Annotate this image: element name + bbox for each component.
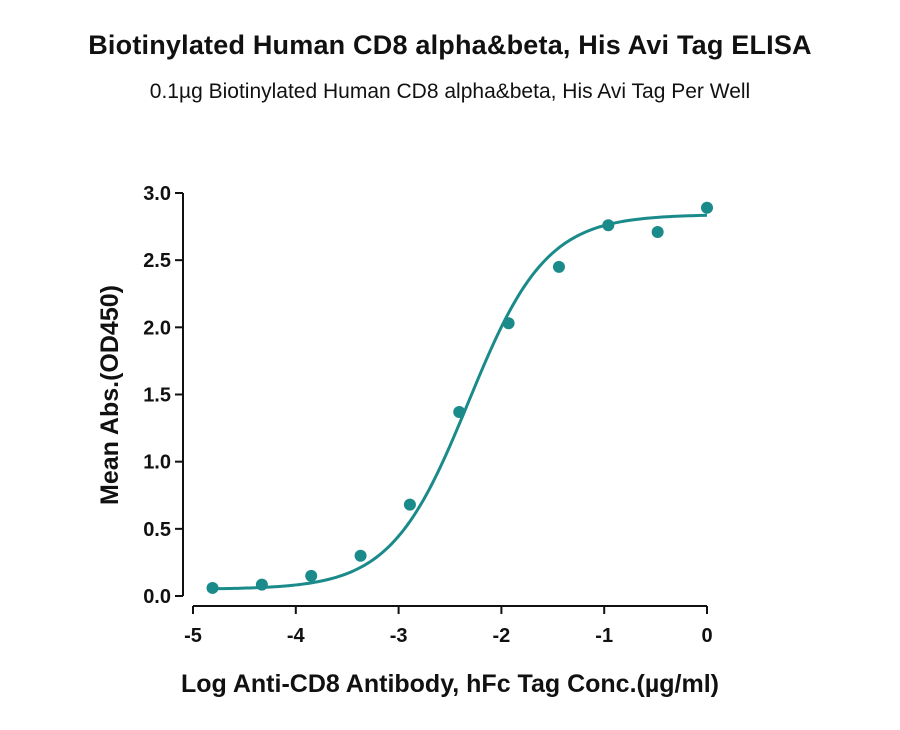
x-tick-label: -1: [595, 625, 613, 647]
data-point: [602, 219, 615, 232]
y-tick-label: 1.5: [143, 385, 171, 407]
y-tick-label: 0.0: [143, 586, 171, 608]
data-points: [206, 201, 713, 594]
data-point: [502, 317, 515, 330]
data-point: [453, 405, 466, 418]
chart-title: Biotinylated Human CD8 alpha&beta, His A…: [88, 30, 812, 60]
data-point: [651, 225, 664, 238]
y-tick-label: 2.5: [143, 250, 171, 272]
y-tick-label: 2.0: [143, 317, 171, 339]
y-tick-label: 1.0: [143, 452, 171, 474]
x-tick-label: -5: [184, 625, 202, 647]
x-tick-label: 0: [701, 625, 712, 647]
chart-subtitle: 0.1µg Biotinylated Human CD8 alpha&beta,…: [149, 80, 751, 103]
x-tick-label: -3: [390, 625, 408, 647]
x-axis-label: Log Anti-CD8 Antibody, hFc Tag Conc.(µg/…: [181, 670, 719, 698]
y-tick-label: 3.0: [143, 183, 171, 205]
data-point: [403, 498, 416, 511]
data-point: [354, 549, 367, 562]
fit-curve-layer: [212, 213, 708, 591]
data-point: [206, 581, 219, 594]
data-point: [552, 260, 565, 273]
data-point: [701, 201, 713, 214]
y-axis-label: Mean Abs.(OD450): [96, 285, 124, 505]
x-tick-label: -2: [493, 625, 511, 647]
data-point: [255, 578, 268, 591]
y-tick-label: 0.5: [143, 519, 171, 541]
axes: 0.0 0.5 1.0 1.5 2.0 2.5 3.0 -5 -4 -3 -2 -1 0: [143, 183, 712, 647]
data-point: [305, 569, 318, 582]
x-tick-label: -4: [287, 625, 306, 647]
fit-curve: [212, 213, 708, 591]
